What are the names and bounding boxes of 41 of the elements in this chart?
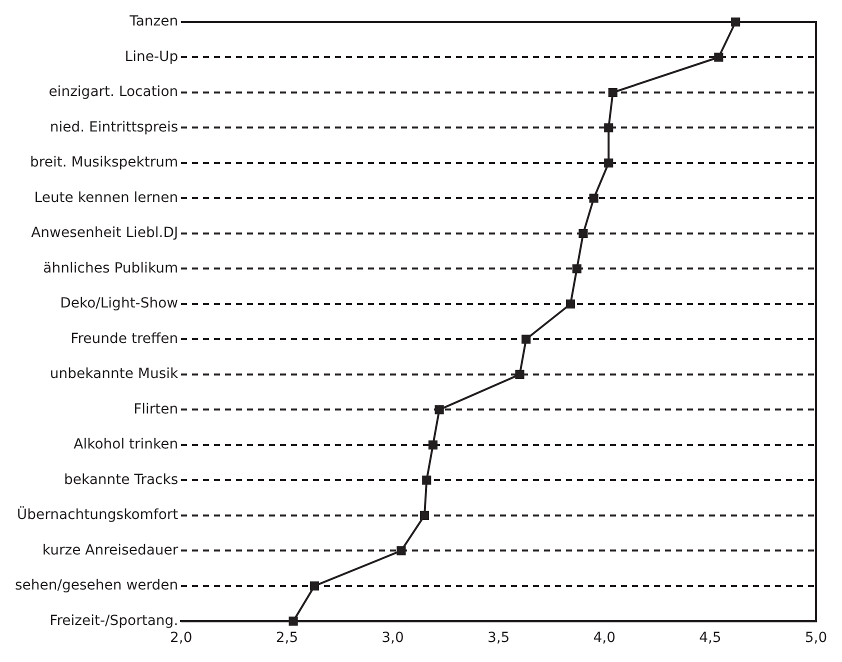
y-tick-label: Leute kennen lernen bbox=[34, 190, 178, 206]
x-tick-label: 3,0 bbox=[382, 630, 404, 646]
point bbox=[422, 476, 432, 485]
point bbox=[428, 440, 438, 450]
x-tick-label: 4,5 bbox=[699, 630, 722, 646]
x-tick-label: 2,0 bbox=[170, 630, 192, 646]
y-tick-label: Freunde treffen bbox=[70, 330, 178, 347]
point bbox=[310, 581, 319, 590]
point bbox=[604, 158, 614, 168]
point bbox=[589, 194, 598, 203]
x-tick-label: 5,0 bbox=[804, 630, 828, 646]
y-tick-label: Alkohol trinken bbox=[74, 436, 178, 453]
y-tick-label: Line-Up bbox=[124, 48, 178, 65]
y-tick-label: sehen/gesehen werden bbox=[14, 578, 178, 594]
y-tick-label: breit. Musikspektrum bbox=[30, 154, 178, 171]
point bbox=[566, 299, 576, 309]
y-tick-label: bekannte Tracks bbox=[64, 472, 178, 488]
y-tick-label: kurze Anreisedauer bbox=[42, 542, 178, 558]
point bbox=[434, 405, 444, 414]
point bbox=[608, 88, 618, 98]
y-tick-label: Anwesenheit Liebl.DJ bbox=[31, 225, 178, 242]
y-tick-label: Flirten bbox=[134, 401, 178, 418]
x-tick-label: 2,5 bbox=[276, 630, 298, 646]
point bbox=[522, 334, 531, 344]
y-tick-label: Übernachtungskomfort bbox=[16, 506, 179, 524]
y-tick-label: einzigart. Location bbox=[48, 84, 178, 100]
y-tick-label: nied. Eintrittspreis bbox=[50, 119, 178, 136]
point bbox=[420, 510, 430, 520]
point bbox=[396, 546, 406, 556]
x-tick-label: 3,5 bbox=[487, 630, 510, 646]
y-tick-label: Freizeit-/Sportang. bbox=[50, 612, 178, 629]
point bbox=[578, 228, 588, 238]
point bbox=[572, 264, 582, 274]
point bbox=[604, 123, 614, 132]
y-tick-label: Deko/Light-Show bbox=[60, 296, 178, 312]
y-tick-label: ähnliches Publikum bbox=[43, 260, 178, 276]
point bbox=[714, 52, 724, 62]
y-tick-label: unbekannte Musik bbox=[50, 366, 180, 382]
y-tick-label: Tanzen bbox=[128, 14, 178, 30]
point bbox=[515, 370, 524, 380]
x-tick-label: 4,0 bbox=[593, 630, 616, 646]
